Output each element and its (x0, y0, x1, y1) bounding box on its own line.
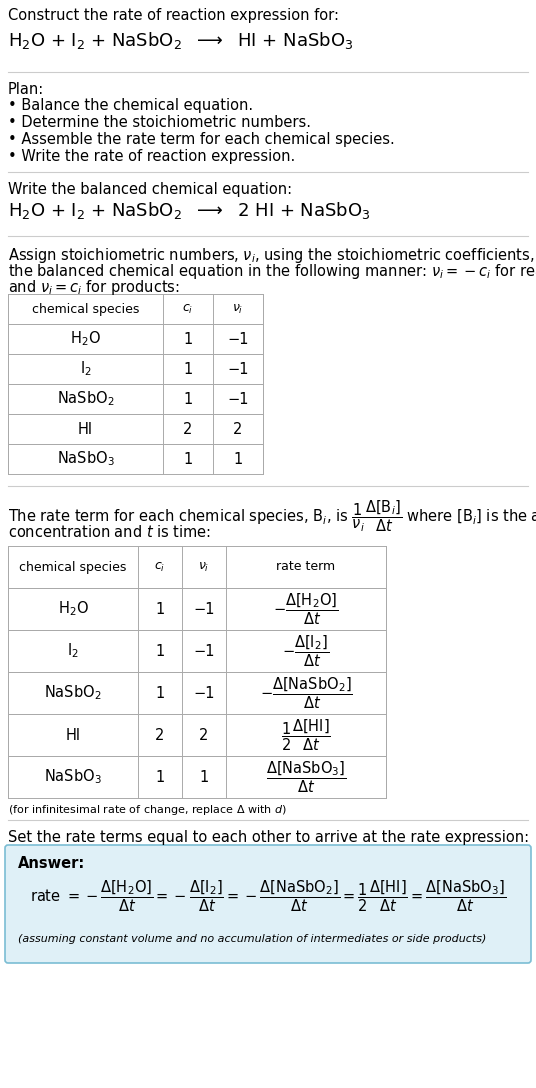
Text: 2: 2 (155, 728, 165, 742)
Text: 1: 1 (155, 685, 165, 701)
Text: NaSbO$_2$: NaSbO$_2$ (44, 683, 102, 703)
Text: • Assemble the rate term for each chemical species.: • Assemble the rate term for each chemic… (8, 132, 394, 147)
Text: 2: 2 (183, 421, 192, 436)
Text: $\dfrac{\Delta[\mathrm{NaSbO_3}]}{\Delta t}$: $\dfrac{\Delta[\mathrm{NaSbO_3}]}{\Delta… (266, 759, 346, 794)
Text: 1: 1 (183, 361, 192, 376)
Text: • Write the rate of reaction expression.: • Write the rate of reaction expression. (8, 149, 295, 164)
Text: chemical species: chemical species (19, 560, 126, 573)
Text: 2: 2 (233, 421, 243, 436)
Text: (for infinitesimal rate of change, replace $\Delta$ with $d$): (for infinitesimal rate of change, repla… (8, 803, 287, 817)
Bar (8, 672, 386, 714)
Text: H$_2$O + I$_2$ + NaSbO$_2$  $\longrightarrow$  HI + NaSbO$_3$: H$_2$O + I$_2$ + NaSbO$_2$ $\longrightar… (8, 30, 353, 51)
Text: −1: −1 (193, 602, 215, 617)
Text: −1: −1 (193, 685, 215, 701)
Text: 1: 1 (155, 643, 165, 658)
Text: HI: HI (78, 421, 93, 436)
Text: rate $= -\dfrac{\Delta[\mathrm{H_2O}]}{\Delta t} = -\dfrac{\Delta[\mathrm{I_2}]}: rate $= -\dfrac{\Delta[\mathrm{H_2O}]}{\… (30, 878, 506, 914)
Text: 1: 1 (155, 769, 165, 784)
Text: $\nu_i$: $\nu_i$ (232, 302, 244, 316)
Text: 1: 1 (155, 602, 165, 617)
Text: −1: −1 (227, 361, 249, 376)
Bar (8, 354, 263, 384)
Text: • Determine the stoichiometric numbers.: • Determine the stoichiometric numbers. (8, 115, 311, 129)
Text: The rate term for each chemical species, B$_i$, is $\dfrac{1}{\nu_i}\dfrac{\Delt: The rate term for each chemical species,… (8, 498, 536, 533)
Text: the balanced chemical equation in the following manner: $\nu_i = -c_i$ for react: the balanced chemical equation in the fo… (8, 262, 536, 281)
Text: rate term: rate term (277, 560, 336, 573)
FancyBboxPatch shape (5, 845, 531, 963)
Text: $\nu_i$: $\nu_i$ (198, 560, 210, 573)
Text: H$_2$O: H$_2$O (57, 599, 88, 618)
Text: 1: 1 (183, 392, 192, 407)
Bar (8, 415, 263, 444)
Text: $c_i$: $c_i$ (154, 560, 166, 573)
Text: −1: −1 (227, 392, 249, 407)
Text: I$_2$: I$_2$ (67, 642, 79, 660)
Text: NaSbO$_3$: NaSbO$_3$ (44, 768, 102, 787)
Text: Assign stoichiometric numbers, $\nu_i$, using the stoichiometric coefficients, $: Assign stoichiometric numbers, $\nu_i$, … (8, 246, 536, 265)
Text: 1: 1 (233, 452, 243, 467)
Text: 2: 2 (199, 728, 209, 742)
Bar (8, 756, 386, 798)
Text: 1: 1 (183, 452, 192, 467)
Bar (8, 630, 386, 672)
Text: • Balance the chemical equation.: • Balance the chemical equation. (8, 98, 253, 113)
Text: $-\dfrac{\Delta[\mathrm{I_2}]}{\Delta t}$: $-\dfrac{\Delta[\mathrm{I_2}]}{\Delta t}… (282, 633, 330, 669)
Text: I$_2$: I$_2$ (79, 360, 92, 379)
Text: H$_2$O: H$_2$O (70, 330, 101, 348)
Text: $c_i$: $c_i$ (182, 302, 193, 316)
Bar (8, 384, 263, 415)
Text: Plan:: Plan: (8, 82, 44, 97)
Text: Set the rate terms equal to each other to arrive at the rate expression:: Set the rate terms equal to each other t… (8, 830, 529, 845)
Text: Write the balanced chemical equation:: Write the balanced chemical equation: (8, 182, 292, 197)
Text: 1: 1 (199, 769, 209, 784)
Bar (8, 546, 386, 588)
Bar (8, 294, 263, 324)
Text: −1: −1 (227, 332, 249, 346)
Text: chemical species: chemical species (32, 302, 139, 316)
Bar (8, 714, 386, 756)
Text: NaSbO$_3$: NaSbO$_3$ (57, 449, 114, 468)
Text: NaSbO$_2$: NaSbO$_2$ (57, 390, 114, 408)
Text: $-\dfrac{\Delta[\mathrm{NaSbO_2}]}{\Delta t}$: $-\dfrac{\Delta[\mathrm{NaSbO_2}]}{\Delt… (259, 676, 352, 710)
Text: $-\dfrac{\Delta[\mathrm{H_2O}]}{\Delta t}$: $-\dfrac{\Delta[\mathrm{H_2O}]}{\Delta t… (273, 591, 339, 627)
Text: and $\nu_i = c_i$ for products:: and $\nu_i = c_i$ for products: (8, 279, 180, 297)
Bar (8, 444, 263, 474)
Text: $\dfrac{1}{2}\dfrac{\Delta[\mathrm{HI}]}{\Delta t}$: $\dfrac{1}{2}\dfrac{\Delta[\mathrm{HI}]}… (281, 717, 331, 753)
Text: concentration and $t$ is time:: concentration and $t$ is time: (8, 524, 211, 540)
Text: HI: HI (65, 728, 80, 742)
Text: Construct the rate of reaction expression for:: Construct the rate of reaction expressio… (8, 8, 339, 23)
Text: (assuming constant volume and no accumulation of intermediates or side products): (assuming constant volume and no accumul… (18, 934, 486, 944)
Text: 1: 1 (183, 332, 192, 346)
Text: Answer:: Answer: (18, 856, 85, 871)
Text: −1: −1 (193, 643, 215, 658)
Text: H$_2$O + I$_2$ + NaSbO$_2$  $\longrightarrow$  2 HI + NaSbO$_3$: H$_2$O + I$_2$ + NaSbO$_2$ $\longrightar… (8, 200, 370, 221)
Bar (8, 588, 386, 630)
Bar (8, 324, 263, 354)
